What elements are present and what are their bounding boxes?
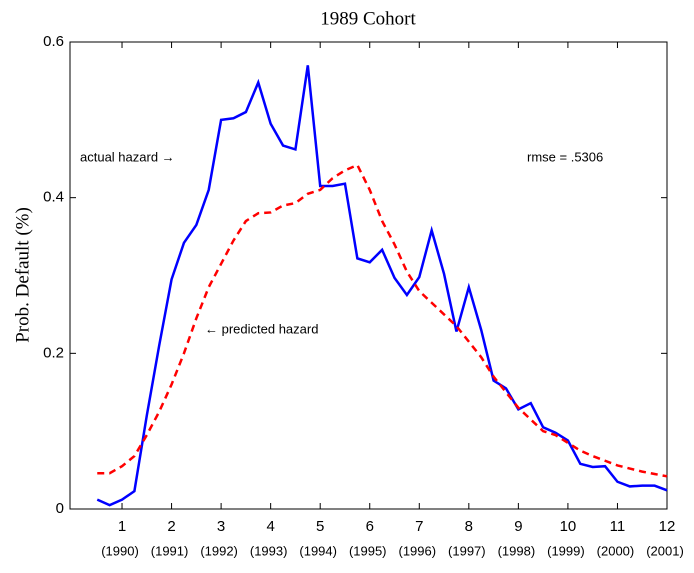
series-line [96, 65, 668, 507]
y-tick-label: 0 [56, 500, 64, 517]
y-axis-label: Prob. Default (%) [12, 207, 33, 343]
annotation: rmse = .5306 [527, 149, 603, 164]
year-label: (2001) [646, 543, 684, 558]
year-label: (1991) [151, 543, 189, 558]
year-label: (1998) [498, 543, 536, 558]
year-label: (1990) [101, 543, 139, 558]
x-tick-label: 3 [217, 518, 225, 535]
y-tick-label: 0.2 [43, 344, 64, 361]
year-label: (1995) [349, 543, 387, 558]
y-tick-label: 0.6 [43, 33, 64, 50]
x-tick-label: 7 [415, 518, 423, 535]
x-tick-label: 1 [118, 518, 126, 535]
x-tick-label: 9 [514, 518, 522, 535]
x-tick-label: 6 [366, 518, 374, 535]
year-label: (1993) [250, 543, 288, 558]
x-tick-label: 5 [316, 518, 324, 535]
x-tick-label: 8 [465, 518, 473, 535]
series-line [97, 163, 668, 478]
year-label: (2000) [597, 543, 635, 558]
x-tick-label: 4 [266, 518, 274, 535]
annotation: ← predicted hazard [205, 321, 318, 336]
x-tick-label: 10 [560, 518, 577, 535]
x-tick-label: 11 [610, 518, 626, 535]
plot-frame [69, 41, 668, 510]
year-label: (1994) [299, 543, 337, 558]
x-tick-label: 12 [659, 518, 676, 535]
y-tick-label: 0.4 [43, 189, 64, 206]
chart-title: 1989 Cohort [320, 8, 416, 29]
year-label: (1996) [398, 543, 436, 558]
x-tick-label: 2 [167, 518, 175, 535]
annotation: actual hazard → [80, 149, 175, 164]
year-label: (1999) [547, 543, 585, 558]
year-label: (1997) [448, 543, 486, 558]
year-label: (1992) [200, 543, 238, 558]
